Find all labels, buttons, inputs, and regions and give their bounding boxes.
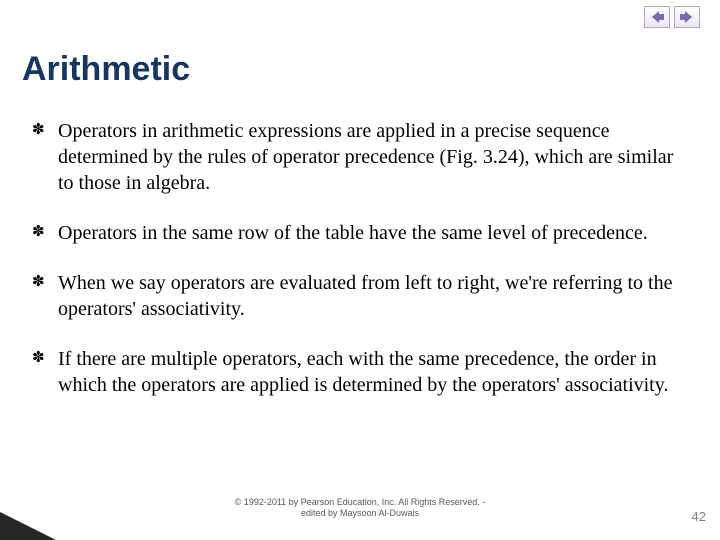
slide-title: Arithmetic [22, 50, 190, 89]
footer-line-1: © 1992-2011 by Pearson Education, Inc. A… [235, 497, 486, 507]
arrow-right-icon [680, 10, 694, 24]
copyright-footer: © 1992-2011 by Pearson Education, Inc. A… [0, 497, 720, 520]
prev-button[interactable] [644, 6, 670, 28]
footer-line-2: edited by Maysoon Al-Duwais [301, 508, 419, 518]
next-button[interactable] [674, 6, 700, 28]
nav-arrows [644, 6, 700, 28]
arrow-left-icon [650, 10, 664, 24]
slide: Arithmetic Operators in arithmetic expre… [0, 0, 720, 540]
bullet-item: Operators in the same row of the table h… [58, 220, 678, 246]
bullet-item: When we say operators are evaluated from… [58, 270, 678, 322]
slide-content: Operators in arithmetic expressions are … [58, 118, 678, 422]
bullet-item: If there are multiple operators, each wi… [58, 346, 678, 398]
page-number: 42 [692, 509, 706, 524]
bullet-item: Operators in arithmetic expressions are … [58, 118, 678, 196]
corner-accent [0, 512, 56, 540]
